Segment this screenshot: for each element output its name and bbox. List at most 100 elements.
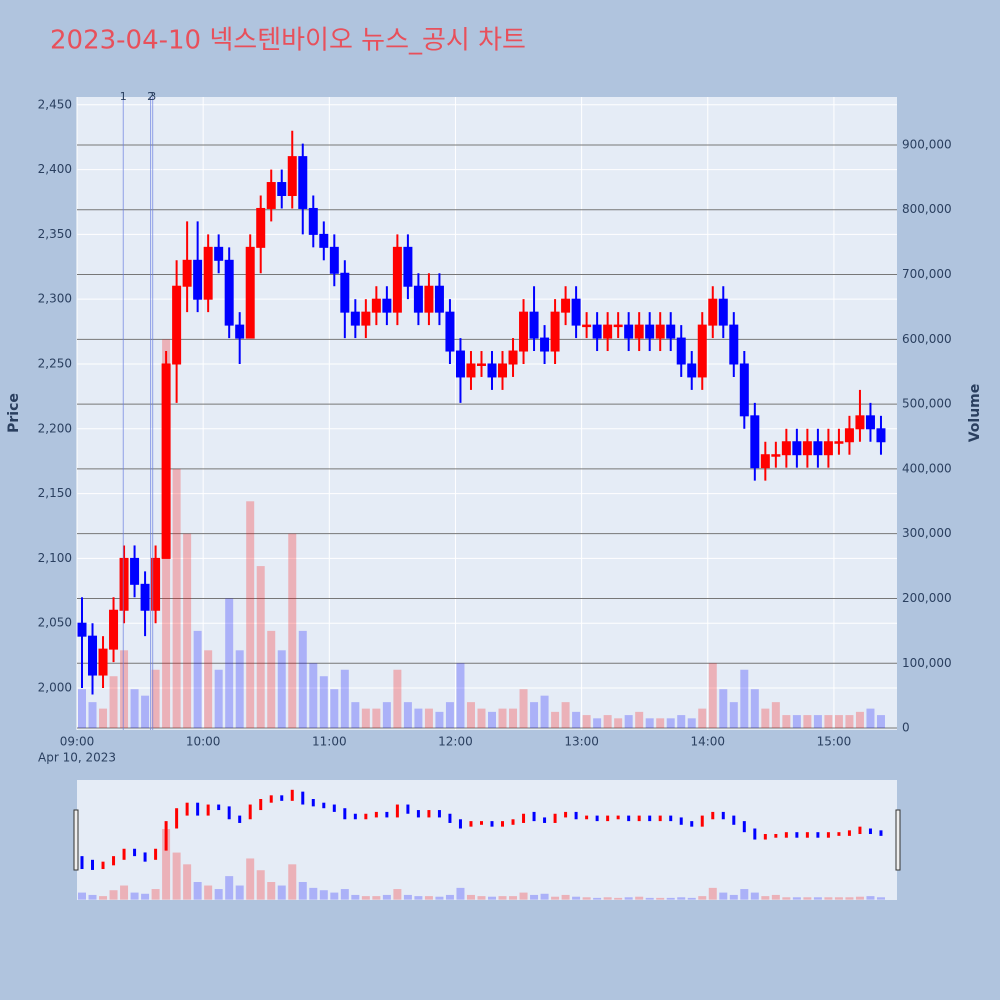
x-tick-label: 10:00 xyxy=(186,735,221,749)
slider-volume-bar xyxy=(509,896,518,900)
volume-bar xyxy=(530,702,539,729)
slider-volume-bar xyxy=(498,896,507,900)
volume-bar xyxy=(214,669,223,729)
slider-volume-bar xyxy=(708,887,717,900)
volume-bar xyxy=(109,676,118,729)
candle-body xyxy=(487,363,497,378)
slider-volume-bar xyxy=(656,897,665,900)
volume-bar xyxy=(561,702,570,729)
slider-volume-bar xyxy=(687,897,696,900)
volume-bar xyxy=(750,689,759,729)
y2-tick-label: 900,000 xyxy=(902,137,952,151)
candle-body xyxy=(519,311,529,352)
slider-volume-bar xyxy=(803,897,812,900)
volume-bar xyxy=(855,711,864,729)
candle-body xyxy=(214,246,224,261)
slider-volume-bar xyxy=(614,897,623,900)
slider-volume-bar xyxy=(340,889,349,900)
slider-volume-bar xyxy=(204,885,213,900)
slider-volume-bar xyxy=(466,894,475,900)
slider-volume-bar xyxy=(99,896,108,900)
volume-bar xyxy=(172,468,181,729)
y2-tick-label: 300,000 xyxy=(902,526,952,540)
volume-bar xyxy=(771,702,780,729)
slider-volume-bar xyxy=(456,887,465,900)
slider-volume-bar xyxy=(330,892,339,900)
range-slider[interactable] xyxy=(77,780,897,900)
slider-volume-bar xyxy=(635,896,644,900)
candle-body xyxy=(708,298,718,326)
slider-volume-bar xyxy=(582,897,591,900)
volume-bar xyxy=(698,708,707,729)
volume-bar xyxy=(740,669,749,729)
candle-body xyxy=(844,428,854,443)
volume-bar xyxy=(687,718,696,729)
x-tick-label: 15:00 xyxy=(817,735,852,749)
candle-body xyxy=(813,441,823,456)
candle-body xyxy=(771,454,781,457)
slider-volume-bar xyxy=(288,864,297,900)
slider-volume-bar xyxy=(519,892,528,900)
slider-volume-bar xyxy=(792,897,801,900)
candle-body xyxy=(140,583,150,611)
volume-bar xyxy=(761,708,770,729)
volume-bar xyxy=(361,708,370,729)
candle-body xyxy=(687,363,697,378)
slider-volume-bar xyxy=(120,885,129,900)
volume-bar xyxy=(351,702,360,729)
candle-body xyxy=(455,350,465,378)
candle-body xyxy=(172,285,182,365)
y-tick-label: 2,400 xyxy=(38,162,72,176)
candle-body xyxy=(403,246,413,287)
slider-volume-bar xyxy=(551,896,560,900)
y-tick-label: 2,150 xyxy=(38,486,72,500)
volume-bar xyxy=(393,669,402,729)
candle-body xyxy=(834,441,844,444)
slider-volume-bar xyxy=(834,897,843,900)
slider-volume-bar xyxy=(235,885,244,900)
volume-bar xyxy=(540,695,549,729)
y-tick-label: 2,050 xyxy=(38,616,72,630)
slider-volume-bar xyxy=(572,896,581,900)
y-tick-label: 2,350 xyxy=(38,227,72,241)
candle-body xyxy=(193,259,203,300)
volume-bar xyxy=(845,715,854,729)
grid xyxy=(76,97,897,730)
slider-volume-bar xyxy=(382,894,391,900)
volume-bar xyxy=(656,718,665,729)
volume-bar xyxy=(719,689,728,729)
y2-tick-label: 500,000 xyxy=(902,397,952,411)
y-axis-label: Price xyxy=(6,393,22,433)
volume-bar xyxy=(225,598,234,729)
candle-body xyxy=(203,246,213,300)
slider-volume-bar xyxy=(771,894,780,900)
slider-volume-bar xyxy=(183,864,192,900)
candle-body xyxy=(592,324,602,339)
x-tick-label: 14:00 xyxy=(690,735,725,749)
candle-body xyxy=(676,337,686,365)
candle-body xyxy=(603,324,613,339)
slider-handle-right[interactable] xyxy=(895,809,901,871)
volume-bar xyxy=(477,708,486,729)
slider-volume-bar xyxy=(540,893,549,900)
slider-volume-bar xyxy=(298,881,307,900)
candle-body xyxy=(308,207,318,235)
slider-volume-bar xyxy=(225,876,234,900)
candle-body xyxy=(792,441,802,456)
volume-bar xyxy=(141,695,150,729)
candle-body xyxy=(823,441,833,456)
slider-volume-bar xyxy=(698,896,707,900)
volume-bar xyxy=(708,663,717,729)
volume-bar xyxy=(593,718,602,729)
candle-body xyxy=(729,324,739,365)
slider-volume-bar xyxy=(109,890,118,900)
y-tick-label: 2,250 xyxy=(38,356,72,370)
candle-body xyxy=(424,285,434,313)
x-tick-label: 11:00 xyxy=(312,735,347,749)
slider-handle-left[interactable] xyxy=(73,809,79,871)
volume-bar xyxy=(677,715,686,729)
slider-volume-bar xyxy=(214,889,223,900)
volume-bar xyxy=(340,669,349,729)
volume-bar xyxy=(99,708,108,729)
